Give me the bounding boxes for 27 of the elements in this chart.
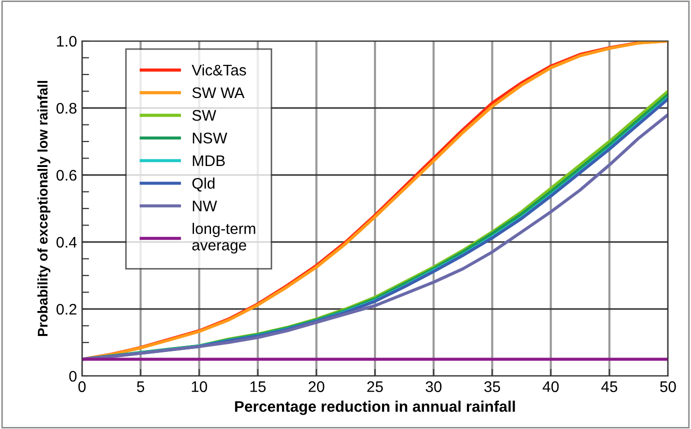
y-tick-label: 0 bbox=[69, 370, 77, 382]
x-tick-label: 50 bbox=[660, 381, 676, 392]
x-tick-label: 25 bbox=[367, 381, 383, 392]
x-axis-title: Percentage reduction in annual rainfall bbox=[235, 400, 515, 415]
x-tick-label: 40 bbox=[542, 381, 559, 392]
x-tick-label: 30 bbox=[426, 381, 442, 392]
x-tick-label: 20 bbox=[308, 381, 324, 392]
legend-label: long-term average bbox=[192, 222, 256, 254]
legend-label: SW bbox=[192, 110, 216, 121]
y-tick-label: 0.6 bbox=[56, 170, 76, 181]
legend-label: Vic&Tas bbox=[192, 64, 246, 76]
x-tick-label: 0 bbox=[78, 381, 86, 392]
legend-label: NW bbox=[192, 200, 218, 212]
legend-label: Qld bbox=[192, 178, 214, 192]
x-tick-label: 5 bbox=[136, 381, 144, 392]
y-tick-label: 0.4 bbox=[56, 236, 77, 248]
y-axis-title: Probability of exceptionally low rainfall bbox=[37, 80, 50, 336]
y-tick-label: 0.8 bbox=[56, 102, 76, 114]
x-tick-label: 45 bbox=[601, 381, 618, 392]
x-tick-label: 10 bbox=[192, 381, 208, 392]
x-tick-label: 15 bbox=[250, 381, 266, 392]
x-tick-label: 35 bbox=[484, 381, 500, 392]
legend-label: MDB bbox=[192, 155, 225, 166]
y-tick-label: 0.2 bbox=[56, 304, 76, 315]
legend-label: SW WA bbox=[192, 87, 245, 98]
legend-label: NSW bbox=[192, 132, 228, 144]
y-tick-label: 1.0 bbox=[57, 36, 77, 47]
